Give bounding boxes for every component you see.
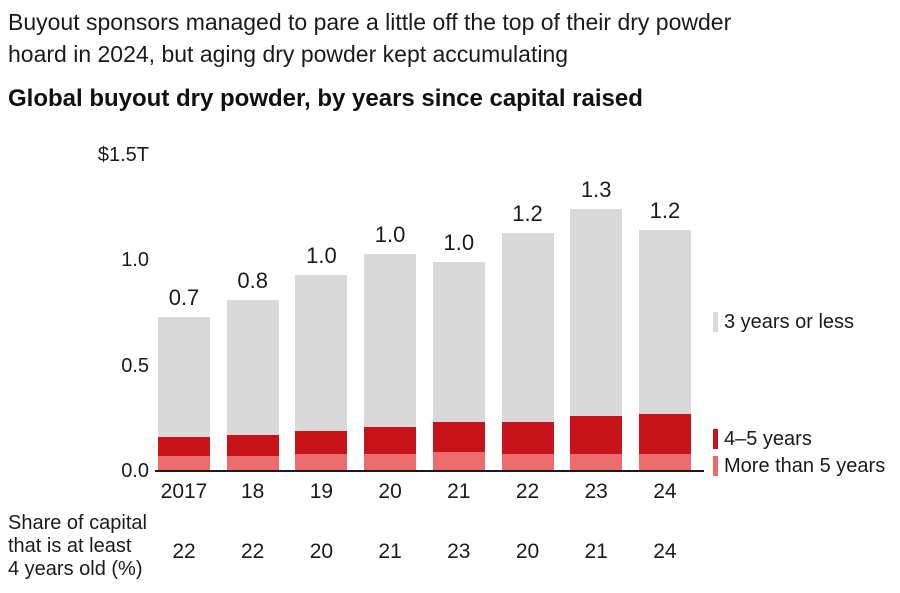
bar-23-segment-more-than-5-years xyxy=(570,454,623,471)
bar-value-label-18: 0.8 xyxy=(237,268,268,294)
bar-22-segment-more-than-5-years xyxy=(501,454,554,471)
legend-swatch-icon xyxy=(713,429,718,449)
x-axis-tick-20: 20 xyxy=(378,480,402,503)
legend-swatch-icon xyxy=(713,456,718,476)
bar-19-segment-3-years-or-less xyxy=(295,274,348,431)
legend-item-more-than-5-years: More than 5 years xyxy=(713,454,898,478)
bar-2017-segment-4-5-years xyxy=(158,437,210,457)
bar-value-label-23: 1.3 xyxy=(580,177,612,203)
bar-value-label-21: 1.0 xyxy=(443,230,475,256)
headline: Buyout sponsors managed to pare a little… xyxy=(8,6,868,70)
share-value-22: 20 xyxy=(515,540,540,563)
bar-21-segment-3-years-or-less xyxy=(432,262,485,423)
bar-19-segment-more-than-5-years xyxy=(295,454,348,471)
x-axis-tick-22: 22 xyxy=(515,480,540,503)
bar-18-segment-4-5-years xyxy=(226,435,279,457)
footer-note-line-3: 4 years old (%) xyxy=(8,558,143,580)
bar-value-label-20: 1.0 xyxy=(374,221,406,247)
bar-value-label-24: 1.2 xyxy=(649,198,681,224)
legend-label: 4–5 years xyxy=(724,428,812,450)
legend-label: 3 years or less xyxy=(724,311,855,333)
footer-note-line-1: Share of capital xyxy=(8,512,147,534)
bar-22-segment-4-5-years xyxy=(501,422,554,455)
x-axis-tick-2017: 2017 xyxy=(160,480,208,503)
bar-value-label-22: 1.2 xyxy=(512,200,543,226)
x-axis-tick-21: 21 xyxy=(447,480,471,503)
bar-value-label-19: 1.0 xyxy=(306,242,337,268)
share-value-23: 21 xyxy=(584,540,608,563)
bar-20-segment-more-than-5-years xyxy=(364,454,417,471)
bar-2017-segment-3-years-or-less xyxy=(158,316,210,438)
share-value-18: 22 xyxy=(241,540,265,563)
bar-18-segment-3-years-or-less xyxy=(226,300,279,436)
bar-24-segment-more-than-5-years xyxy=(638,454,691,471)
y-axis-tick-10: 1.0 xyxy=(121,249,149,271)
chart-title: Global buyout dry powder, by years since… xyxy=(8,85,643,112)
bar-21-segment-4-5-years xyxy=(432,422,485,452)
legend-item-4-5-years: 4–5 years xyxy=(713,427,898,451)
bar-23-segment-3-years-or-less xyxy=(570,209,623,417)
share-value-19: 20 xyxy=(309,540,334,563)
bar-24-segment-3-years-or-less xyxy=(638,230,691,415)
x-axis-tick-19: 19 xyxy=(309,480,334,503)
bar-20-segment-3-years-or-less xyxy=(364,253,417,427)
y-axis-tick-15T: $1.5T xyxy=(97,143,149,166)
share-value-21: 23 xyxy=(447,540,471,563)
y-axis-tick-05: 0.5 xyxy=(121,354,149,377)
bar-19-segment-4-5-years xyxy=(295,430,348,455)
x-axis-tick-18: 18 xyxy=(241,480,265,503)
legend-item-3-years-or-less: 3 years or less xyxy=(713,310,898,334)
share-value-2017: 22 xyxy=(172,540,196,563)
footer-note-line-2: that is at least xyxy=(8,535,132,557)
bar-22-segment-3-years-or-less xyxy=(501,232,554,423)
bar-2017-segment-more-than-5-years xyxy=(158,456,210,471)
share-value-24: 24 xyxy=(653,540,677,563)
bar-21-segment-more-than-5-years xyxy=(432,452,485,471)
legend-swatch-icon xyxy=(713,312,718,332)
headline-line-2: hoard in 2024, but aging dry powder kept… xyxy=(8,41,569,67)
x-axis-tick-23: 23 xyxy=(584,480,608,503)
bar-23-segment-4-5-years xyxy=(570,416,623,455)
bar-18-segment-more-than-5-years xyxy=(226,456,279,471)
y-axis-tick-00: 0.0 xyxy=(121,460,149,482)
headline-line-1: Buyout sponsors managed to pare a little… xyxy=(8,9,732,35)
x-axis-tick-24: 24 xyxy=(653,480,677,503)
legend-label: More than 5 years xyxy=(724,455,886,477)
bar-20-segment-4-5-years xyxy=(364,426,417,455)
x-axis-line xyxy=(155,470,704,472)
footer-note: Share of capital that is at least 4 year… xyxy=(8,512,158,581)
bar-value-label-2017: 0.7 xyxy=(168,284,200,310)
share-value-20: 21 xyxy=(378,540,402,563)
bar-24-segment-4-5-years xyxy=(638,414,691,455)
